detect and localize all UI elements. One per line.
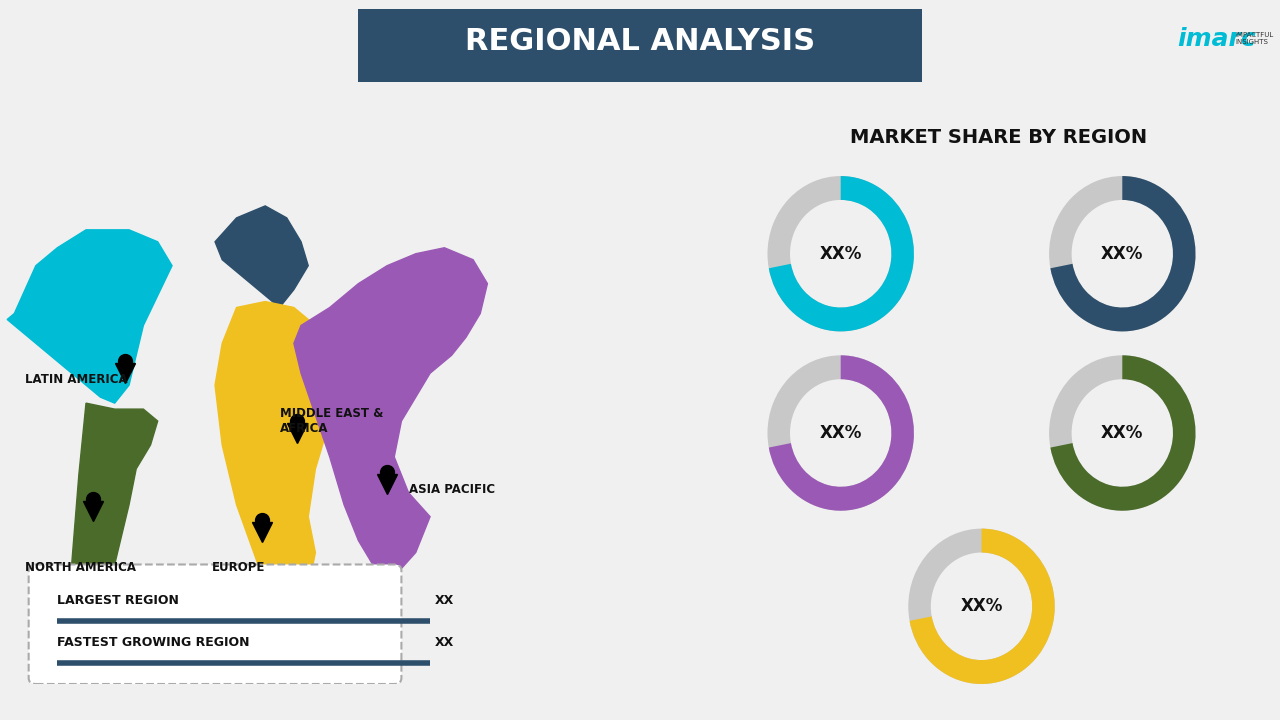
Text: ASIA PACIFIC: ASIA PACIFIC (408, 483, 494, 496)
Text: REGIONAL ANALYSIS: REGIONAL ANALYSIS (465, 27, 815, 56)
Wedge shape (1050, 355, 1196, 510)
Text: LATIN AMERICA: LATIN AMERICA (26, 373, 128, 386)
FancyBboxPatch shape (28, 564, 402, 684)
Text: XX%: XX% (1101, 245, 1143, 263)
Text: imarc: imarc (1178, 27, 1257, 51)
Text: XX%: XX% (1101, 424, 1143, 442)
Text: IMPACTFUL
INSIGHTS: IMPACTFUL INSIGHTS (1235, 32, 1274, 45)
Wedge shape (1050, 176, 1196, 331)
Wedge shape (910, 528, 1055, 684)
Polygon shape (8, 230, 172, 403)
Text: XX%: XX% (960, 598, 1002, 616)
Polygon shape (72, 403, 157, 624)
Polygon shape (215, 206, 308, 307)
Wedge shape (768, 355, 914, 510)
Text: XX: XX (435, 636, 454, 649)
Polygon shape (215, 302, 337, 624)
Text: MIDDLE EAST &
AFRICA: MIDDLE EAST & AFRICA (279, 407, 383, 435)
Wedge shape (769, 176, 914, 331)
Text: FASTEST GROWING REGION: FASTEST GROWING REGION (58, 636, 250, 649)
Wedge shape (768, 176, 914, 331)
Text: EUROPE: EUROPE (211, 561, 265, 574)
Polygon shape (294, 248, 488, 577)
Text: XX%: XX% (819, 245, 861, 263)
Wedge shape (1051, 176, 1196, 331)
Wedge shape (909, 528, 1055, 684)
Text: XX: XX (435, 594, 454, 607)
FancyBboxPatch shape (358, 9, 922, 82)
Text: XX%: XX% (819, 424, 861, 442)
Wedge shape (769, 355, 914, 510)
Text: LARGEST REGION: LARGEST REGION (58, 594, 179, 607)
Text: NORTH AMERICA: NORTH AMERICA (26, 561, 136, 574)
Wedge shape (1051, 355, 1196, 510)
Text: MARKET SHARE BY REGION: MARKET SHARE BY REGION (850, 128, 1147, 147)
